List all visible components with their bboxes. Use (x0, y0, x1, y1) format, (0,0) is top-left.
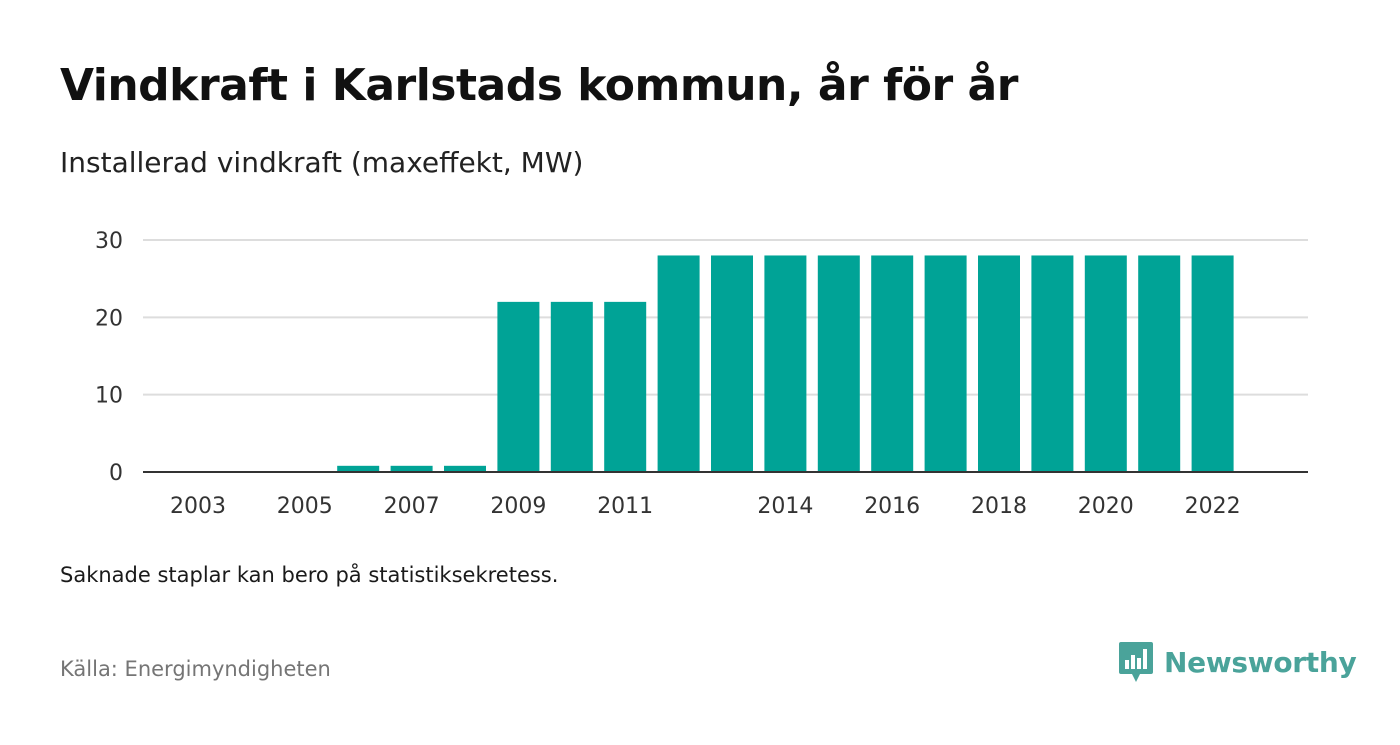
y-tick-label: 0 (109, 461, 123, 486)
x-tick-label: 2011 (597, 494, 653, 519)
bar-chart: 0 10 20 30 2003 2005 2007 2009 2011 2014 2016 2018… (95, 229, 1308, 519)
bar-2022 (1191, 255, 1234, 472)
x-axis-ticks: 2003 2005 2007 2009 2011 2014 2016 2018 2020 2022 (170, 494, 1241, 519)
bar-2006 (337, 465, 380, 472)
footnote: Saknade staplar kan bero på statistiksek… (60, 563, 559, 587)
y-tick-label: 30 (95, 229, 123, 254)
bar-2017 (924, 255, 967, 472)
x-tick-label: 2003 (170, 494, 226, 519)
x-tick-label: 2009 (490, 494, 546, 519)
x-tick-label: 2022 (1185, 494, 1241, 519)
x-tick-label: 2007 (384, 494, 440, 519)
x-tick-label: 2020 (1078, 494, 1134, 519)
bar-2013 (711, 255, 753, 472)
bar-2018 (978, 255, 1020, 472)
x-tick-label: 2014 (757, 494, 813, 519)
bars (337, 255, 1234, 472)
source-label: Källa: Energimyndigheten (60, 657, 331, 681)
bar-2009 (497, 301, 540, 472)
bar-2008 (444, 465, 486, 472)
brand-logo[interactable]: Newsworthy (1118, 640, 1357, 684)
bar-2011 (604, 301, 647, 472)
brand-name: Newsworthy (1164, 645, 1357, 679)
x-tick-label: 2016 (864, 494, 920, 519)
bar-2020 (1084, 255, 1127, 472)
chart-subtitle: Installerad vindkraft (maxeffekt, MW) (60, 146, 584, 179)
bar-2021 (1138, 255, 1181, 472)
bar-2010 (550, 301, 593, 472)
bar-2007 (390, 465, 433, 472)
x-tick-label: 2005 (277, 494, 333, 519)
newsworthy-bar-chart-icon (1119, 642, 1153, 682)
bar-2019 (1031, 255, 1074, 472)
bar-2016 (871, 255, 914, 472)
bar-2015 (817, 255, 860, 472)
bar-2014 (764, 255, 807, 472)
bar-2012 (657, 255, 700, 472)
y-tick-label: 20 (95, 306, 123, 331)
chart-title: Vindkraft i Karlstads kommun, år för år (60, 60, 1018, 111)
x-tick-label: 2018 (971, 494, 1027, 519)
y-axis-ticks: 0 10 20 30 (95, 229, 123, 486)
y-tick-label: 10 (95, 384, 123, 409)
